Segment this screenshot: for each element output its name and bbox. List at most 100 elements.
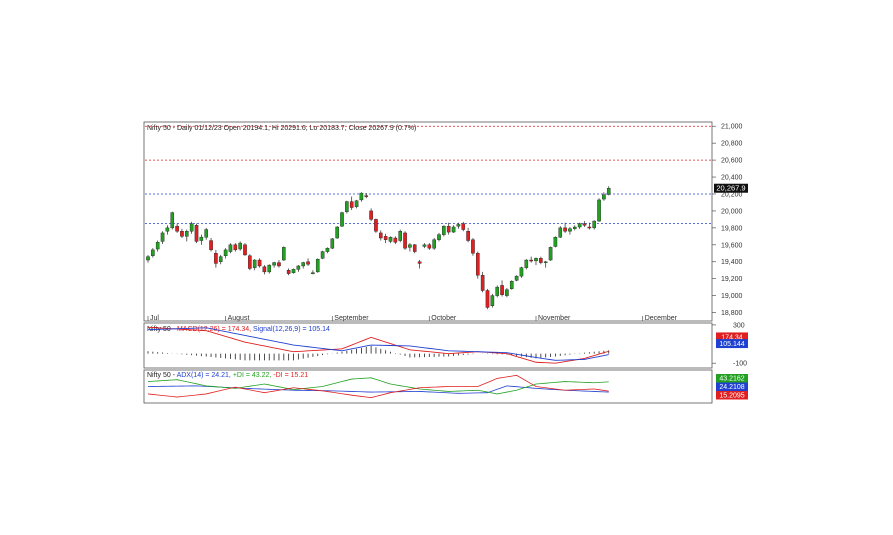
candle-body (573, 226, 577, 229)
candle-body (180, 231, 184, 237)
candle-body (223, 249, 228, 256)
candle (277, 260, 281, 268)
candle-body (592, 220, 596, 229)
candle-body (427, 244, 432, 249)
x-month-label: October (431, 315, 457, 322)
candle-body (563, 227, 567, 232)
candle-body (597, 199, 601, 222)
candle (340, 211, 344, 228)
candle (335, 226, 339, 239)
candle-body (485, 290, 490, 308)
last-price-tag: 20,267.9 (714, 183, 748, 193)
candle-body (602, 194, 606, 200)
price-header: Nifty 50 - Daily 01/12/23 Open 20194.1, … (147, 125, 416, 132)
candle-body (606, 188, 611, 195)
candle (553, 236, 558, 248)
candle (151, 248, 155, 258)
candle-body (446, 225, 451, 233)
adx-header: Nifty 50 - ADX(14) = 24.21, +DI = 43.22,… (147, 372, 308, 379)
candle-body (335, 226, 339, 239)
candle-body (262, 266, 267, 273)
candle (408, 243, 412, 252)
y-tick-label: 19,600 (721, 242, 743, 249)
candle-body (364, 195, 369, 197)
candle (461, 221, 466, 232)
macd-header-signal: Signal(12,26,9) = 105.14 (253, 326, 330, 333)
macd-value-tag-background (716, 332, 748, 342)
candle (209, 238, 213, 252)
candle-body (257, 259, 262, 267)
candle (437, 232, 441, 242)
candle (582, 221, 587, 228)
y-tick-label: 20,400 (721, 175, 743, 182)
macd-y-tick-label: -100 (733, 361, 747, 368)
candle (349, 196, 354, 211)
candle (243, 243, 247, 256)
candle-body (558, 227, 563, 238)
candle (587, 222, 592, 230)
candle (160, 231, 165, 244)
candle-body (325, 247, 330, 252)
adx-header-adx: ADX(14) = 24.21, (177, 372, 231, 379)
candle-body (466, 231, 470, 241)
candle-body (490, 295, 495, 306)
candle (500, 280, 504, 297)
candle (364, 193, 369, 199)
y-tick-label: 19,200 (721, 276, 743, 283)
candle-body (408, 244, 412, 248)
candle-body (374, 219, 378, 232)
candle-body (529, 259, 533, 262)
candle (606, 186, 611, 196)
x-month-label: August (228, 315, 250, 322)
candle (189, 221, 194, 234)
candle-body (214, 253, 218, 264)
candle (568, 227, 572, 235)
macd-y-axis: 300 -100 (712, 322, 747, 368)
candle-body (238, 242, 242, 250)
candle (291, 268, 296, 274)
macd-header: Nifty 50 - MACD(12,26) = 174.34, Signal(… (147, 326, 330, 333)
candle (267, 264, 272, 274)
adx-value-tag-background (716, 382, 748, 391)
candle-body (272, 262, 276, 266)
candle-body (340, 212, 344, 227)
candle-body (417, 261, 422, 264)
candle-body (286, 269, 291, 274)
candle (383, 233, 388, 244)
candle-body (311, 272, 315, 274)
candle-body (267, 264, 272, 273)
candle (456, 222, 461, 229)
candle-body (388, 236, 393, 242)
adx-header-plus: +DI = 43.22, (233, 372, 272, 379)
candle-body (422, 244, 427, 247)
candle (417, 260, 422, 269)
candle-body (248, 255, 252, 269)
macd-value-tag-text: 105.144 (719, 341, 744, 348)
candle-body (509, 281, 514, 290)
candle-body (505, 289, 509, 296)
candle (330, 238, 335, 250)
candle (238, 241, 242, 251)
candle-body (301, 262, 306, 267)
macd-panel-frame (143, 322, 713, 369)
candle-body (543, 261, 548, 263)
candle (505, 287, 509, 298)
candle (427, 243, 432, 250)
adx-value-tag-background (716, 391, 748, 400)
y-tick-label: 20,600 (721, 158, 743, 165)
candle (393, 236, 398, 244)
price-candles (146, 186, 611, 310)
adx-header-symbol: Nifty 50 (147, 372, 171, 379)
candle (233, 243, 238, 252)
candle (180, 228, 184, 239)
candle-body (155, 242, 160, 250)
candle-body (476, 253, 480, 276)
candle (534, 257, 538, 266)
candle-body (403, 232, 407, 249)
candle (573, 225, 577, 231)
candle-body (320, 251, 325, 259)
candle (296, 265, 301, 272)
last-price-tag-background (714, 183, 748, 193)
candle (257, 258, 262, 268)
